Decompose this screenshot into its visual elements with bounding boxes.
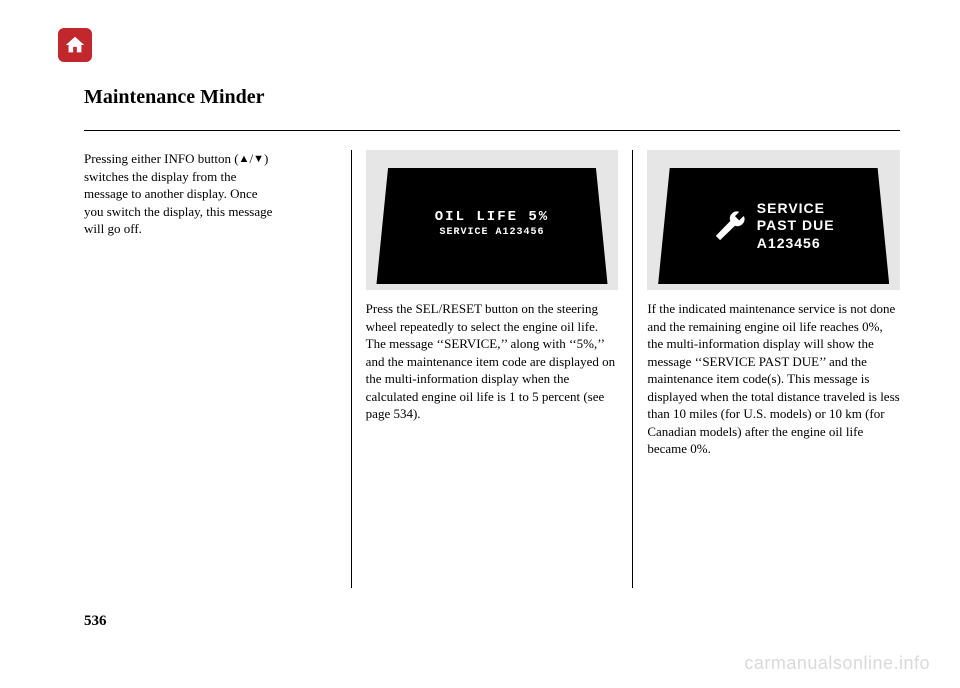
page-title: Maintenance Minder bbox=[84, 86, 265, 109]
svc-line3: A123456 bbox=[757, 235, 835, 253]
column-3: SERVICE PAST DUE A123456 If the indicate… bbox=[633, 150, 900, 588]
service-due-display: SERVICE PAST DUE A123456 bbox=[658, 168, 889, 284]
svc-line2: PAST DUE bbox=[757, 217, 835, 235]
column-1: Pressing either INFO button (▲/▼) switch… bbox=[84, 150, 351, 588]
top-rule bbox=[84, 130, 900, 131]
col2-p1: Press the SEL/RESET button on the steeri… bbox=[366, 300, 619, 423]
triangle-up-icon: ▲ bbox=[239, 153, 250, 165]
columns: Pressing either INFO button (▲/▼) switch… bbox=[84, 150, 900, 588]
svc-line1: SERVICE bbox=[757, 200, 835, 218]
oil-life-screen: OIL LIFE 5% SERVICE A123456 bbox=[366, 150, 619, 290]
page: Maintenance Minder Pressing either INFO … bbox=[0, 0, 960, 688]
wrench-icon bbox=[713, 209, 747, 243]
page-number: 536 bbox=[84, 613, 107, 630]
col1-p1: Pressing either INFO button (▲/▼) switch… bbox=[84, 150, 337, 238]
service-due-content: SERVICE PAST DUE A123456 bbox=[713, 200, 835, 253]
column-2: OIL LIFE 5% SERVICE A123456 Press the SE… bbox=[352, 150, 633, 588]
home-icon bbox=[64, 34, 86, 56]
home-button[interactable] bbox=[58, 28, 92, 62]
col3-p1: If the indicated maintenance service is … bbox=[647, 300, 900, 458]
watermark: carmanualsonline.info bbox=[744, 653, 930, 674]
oil-life-line1: OIL LIFE 5% bbox=[376, 209, 607, 225]
oil-life-line2: SERVICE A123456 bbox=[376, 227, 607, 238]
service-due-text: SERVICE PAST DUE A123456 bbox=[757, 200, 835, 253]
service-due-screen: SERVICE PAST DUE A123456 bbox=[647, 150, 900, 290]
oil-life-display: OIL LIFE 5% SERVICE A123456 bbox=[376, 168, 607, 284]
triangle-down-icon: ▼ bbox=[253, 153, 264, 165]
col1-p1a: Pressing either INFO button ( bbox=[84, 151, 239, 166]
